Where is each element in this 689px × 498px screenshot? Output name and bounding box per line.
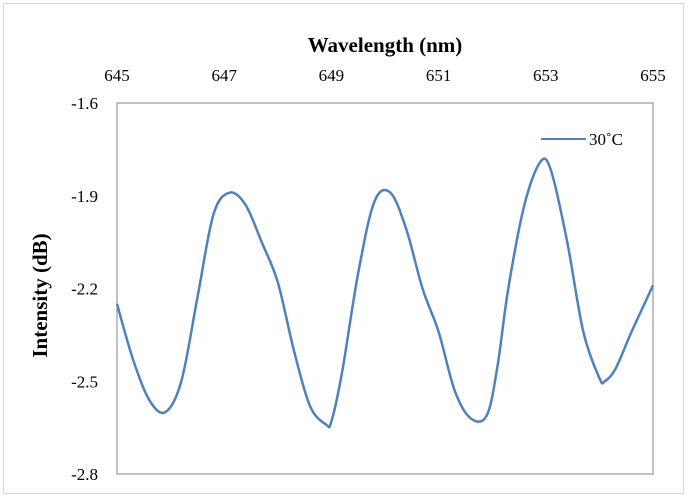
y-tick-label: -1.6 (71, 94, 98, 113)
x-tick-label: 647 (211, 66, 237, 85)
plot-area (116, 102, 654, 475)
x-tick-label: 653 (533, 66, 559, 85)
legend-label: 30˚C (589, 130, 623, 149)
y-tick-label: -2.2 (71, 280, 98, 299)
x-tick-label: 655 (640, 66, 666, 85)
series-layer (115, 157, 655, 429)
y-tick-labels: -1.6 -1.9 -2.2 -2.5 -2.8 (71, 94, 98, 484)
y-axis-title: Intensity (dB) (28, 233, 52, 357)
y-tick-label: -2.5 (71, 372, 98, 391)
x-tick-label: 651 (426, 66, 452, 85)
y-tick-label: -1.9 (71, 187, 98, 206)
legend: 30˚C (541, 130, 623, 149)
x-axis-title: Wavelength (nm) (308, 33, 463, 57)
y-tick-label: -2.8 (71, 465, 98, 484)
x-tick-labels: 645 647 649 651 653 655 (104, 66, 666, 85)
x-tick-label: 649 (319, 66, 345, 85)
series-line (115, 157, 655, 429)
x-tick-label: 645 (104, 66, 130, 85)
